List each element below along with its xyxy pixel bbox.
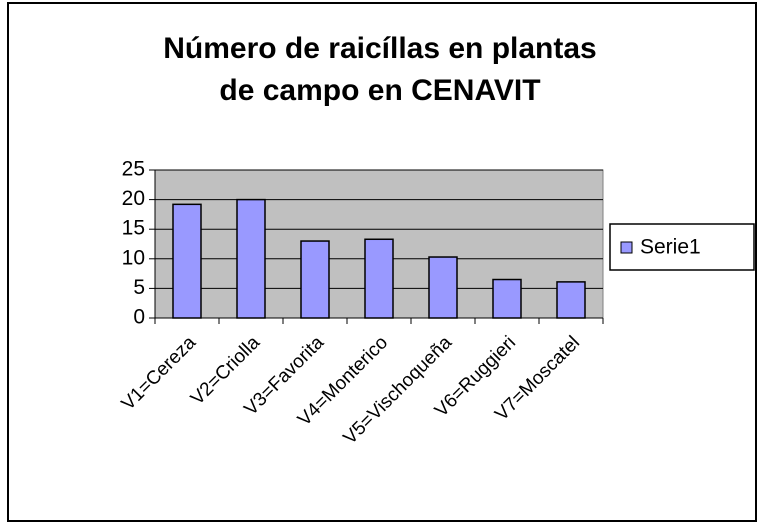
chart-title: Número de raicíllas en plantas [163,32,597,65]
y-tick-label: 25 [122,158,145,181]
bar [556,281,586,319]
bar [428,256,458,319]
legend-box [609,223,755,271]
y-tick-label: 10 [122,246,145,269]
legend-marker [620,241,633,254]
y-tick-label: 15 [122,217,145,240]
bar [236,198,266,319]
y-tick-label: 20 [122,187,145,210]
bar [492,278,522,319]
chart-title: de campo en CENAVIT [219,74,540,107]
legend-label: Serie1 [640,236,701,259]
y-tick-label: 5 [133,276,145,299]
y-tick-label: 0 [133,306,145,329]
bar [300,240,330,319]
bar [364,238,394,319]
bar [172,203,202,319]
